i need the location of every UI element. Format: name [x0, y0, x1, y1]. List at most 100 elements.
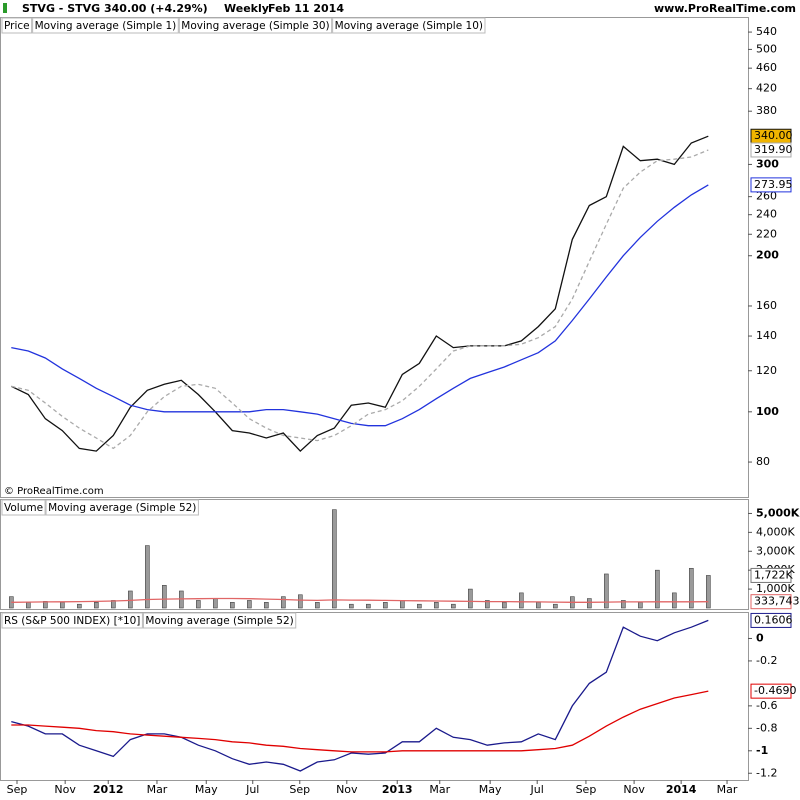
- volume-bar: [230, 602, 235, 609]
- rs-frame: [0, 612, 749, 781]
- period: Weekly: [224, 2, 269, 15]
- legend-label: Moving average (Simple 30): [181, 20, 329, 32]
- series-line: [11, 690, 709, 753]
- volume-bar: [485, 600, 490, 609]
- volume-bar: [604, 573, 609, 609]
- y-tick-label: 420: [756, 82, 777, 95]
- volume-bar: [332, 509, 337, 609]
- volume-bar: [383, 602, 388, 609]
- legend-label: RS (S&P 500 INDEX) [*10]: [4, 615, 140, 627]
- legend-box: [142, 612, 297, 629]
- y-tick-label: 540: [756, 25, 777, 38]
- volume-bar: [621, 600, 626, 609]
- y-tick-label: 160: [756, 299, 777, 312]
- volume-bar: [502, 602, 507, 609]
- series-line: [11, 597, 709, 603]
- last-value-label: -0.4690: [754, 684, 796, 697]
- volume-bar: [162, 585, 167, 609]
- volume-bar: [94, 602, 99, 609]
- y-tick-label: -0.8: [756, 721, 777, 734]
- volume-bar: [298, 594, 303, 609]
- volume-bar: [672, 592, 677, 609]
- y-tick-label: 140: [756, 329, 777, 342]
- x-tick-label: Sep: [289, 783, 310, 796]
- volume-bar: [706, 575, 711, 609]
- x-tick-label: Mar: [147, 783, 168, 796]
- last-value-box: [750, 142, 792, 158]
- x-tick-label: May: [195, 783, 218, 796]
- y-tick-label: 500: [756, 42, 777, 55]
- volume-bar: [264, 602, 269, 609]
- x-tick-label: Nov: [336, 783, 358, 796]
- y-tick-label: 200: [756, 249, 779, 262]
- y-tick-label: 240: [756, 208, 777, 221]
- y-tick-label: -1.2: [756, 766, 777, 779]
- volume-bar: [196, 600, 201, 609]
- y-tick-label: 0: [756, 631, 764, 644]
- series-line: [11, 619, 709, 772]
- legend-box: [1, 17, 33, 34]
- last-value-box: [750, 683, 792, 699]
- site: www.ProRealTime.com: [654, 2, 796, 15]
- y-tick-label: 380: [756, 104, 777, 117]
- x-tick-label: 2013: [382, 783, 413, 796]
- volume-bar: [366, 603, 371, 609]
- y-tick-label: 120: [756, 364, 777, 377]
- series-line: [11, 184, 709, 427]
- last-value-label: 333,743: [754, 595, 800, 608]
- y-tick-label: -0.6: [756, 699, 777, 712]
- x-tick-label: Jul: [530, 783, 544, 796]
- volume-bar: [434, 602, 439, 609]
- volume-bar: [247, 600, 252, 609]
- y-tick-label: 3,000K: [756, 544, 795, 557]
- legend-label: Volume: [4, 502, 43, 514]
- legend-label: Price: [4, 20, 30, 32]
- volume-bar: [536, 602, 541, 609]
- series-line: [11, 149, 709, 450]
- legend-box: [332, 17, 486, 34]
- last-value-label: 273.95: [754, 178, 793, 191]
- volume-bar: [400, 600, 405, 609]
- last-value-box: [750, 567, 792, 583]
- volume-bar: [349, 603, 354, 609]
- volume-bar: [451, 603, 456, 609]
- y-tick-label: 1,000K: [756, 582, 795, 595]
- volume-bar: [213, 598, 218, 609]
- volume-bar: [60, 602, 65, 609]
- x-tick-label: Mar: [429, 783, 450, 796]
- volume-bar: [315, 602, 320, 609]
- volume-bar: [417, 603, 422, 609]
- legend-label: Moving average (Simple 1): [35, 20, 177, 32]
- legend-box: [178, 17, 333, 34]
- date: Feb 11 2014: [268, 2, 344, 15]
- y-tick-label: 260: [756, 190, 777, 203]
- volume-bar: [689, 567, 694, 609]
- y-tick-label: 5,000K: [756, 506, 800, 519]
- legend-box: [45, 499, 199, 516]
- y-tick-label: 100: [756, 405, 779, 418]
- y-tick-label: 80: [756, 455, 770, 468]
- last-value-box: [750, 594, 792, 610]
- x-tick-label: 2014: [666, 783, 697, 796]
- header-icon-box: [0, 0, 16, 17]
- legend-box: [1, 612, 143, 629]
- y-tick-label: 460: [756, 61, 777, 74]
- volume-bar: [519, 592, 524, 609]
- header-icon: [3, 3, 7, 13]
- y-tick-label: 300: [756, 157, 779, 170]
- volume-bar: [655, 569, 660, 609]
- last-value-label: 0.1606: [754, 613, 793, 626]
- x-tick-label: Nov: [623, 783, 645, 796]
- legend-label: Moving average (Simple 52): [145, 615, 293, 627]
- last-value-label: 1,722K: [754, 568, 793, 581]
- last-value-label: 340.00: [754, 129, 793, 142]
- last-value-box: [750, 612, 792, 628]
- volume-bar: [638, 602, 643, 609]
- symbol: STVG - STVG: [22, 2, 100, 15]
- legend-label: Moving average (Simple 10): [335, 20, 483, 32]
- legend-label: Moving average (Simple 52): [48, 502, 196, 514]
- quote: 340.00 (+4.29%): [104, 2, 208, 15]
- y-tick-label: -1: [756, 744, 768, 757]
- legend-box: [32, 17, 179, 34]
- volume-bar: [468, 588, 473, 609]
